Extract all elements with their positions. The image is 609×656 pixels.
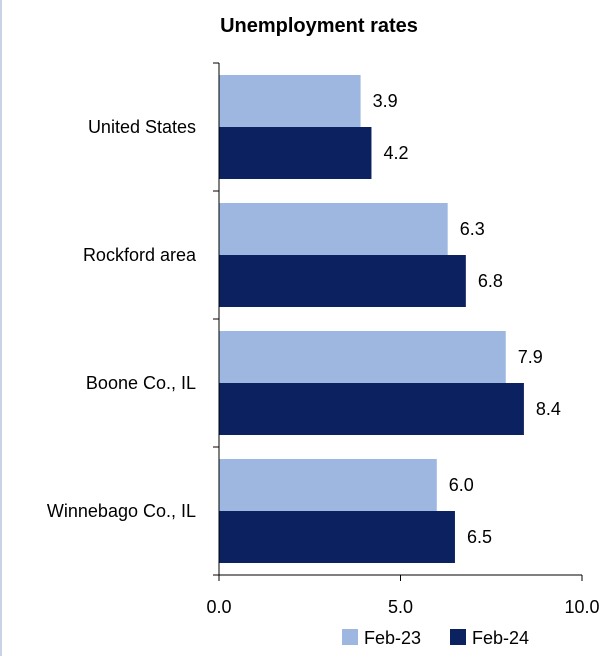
- left-border: [0, 0, 2, 656]
- legend-label: Feb-24: [472, 628, 529, 648]
- chart-title: Unemployment rates: [220, 15, 418, 37]
- category-label: Rockford area: [83, 245, 197, 265]
- legend-label: Feb-23: [364, 628, 421, 648]
- data-label: 8.4: [536, 399, 561, 419]
- data-label: 6.3: [460, 219, 485, 239]
- data-label: 6.5: [467, 527, 492, 547]
- legend-swatch-feb23: [342, 629, 358, 645]
- axis-group: United States Rockford area Boone Co., IL W…: [47, 62, 600, 617]
- bar-feb23-rockford-area: [219, 203, 448, 255]
- bars-group: 3.9 4.2 6.3 6.8 7.9 8.4 6.0 6.5: [219, 75, 561, 563]
- bar-feb23-winnebago-co-il: [219, 459, 437, 511]
- bar-feb24-winnebago-co-il: [219, 511, 455, 563]
- category-label: United States: [88, 117, 196, 137]
- bar-feb24-rockford-area: [219, 255, 466, 307]
- legend: Feb-23 Feb-24: [342, 628, 529, 648]
- category-label: Boone Co., IL: [86, 373, 196, 393]
- bar-feb24-united-states: [219, 127, 372, 179]
- x-tick-label: 10.0: [564, 597, 599, 617]
- x-tick-label: 0.0: [206, 597, 231, 617]
- data-label: 6.0: [449, 475, 474, 495]
- data-label: 4.2: [383, 143, 408, 163]
- data-label: 3.9: [373, 91, 398, 111]
- bar-feb23-boone-co-il: [219, 331, 506, 383]
- legend-swatch-feb24: [450, 629, 466, 645]
- x-tick-label: 5.0: [388, 597, 413, 617]
- bar-feb24-boone-co-il: [219, 383, 524, 435]
- category-label: Winnebago Co., IL: [47, 501, 196, 521]
- bar-feb23-united-states: [219, 75, 361, 127]
- data-label: 7.9: [518, 347, 543, 367]
- data-label: 6.8: [478, 271, 503, 291]
